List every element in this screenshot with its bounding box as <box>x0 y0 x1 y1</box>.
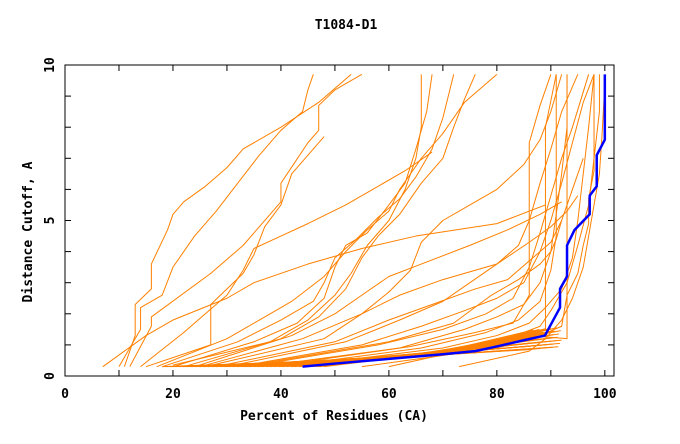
x-tick-label: 20 <box>165 387 181 402</box>
model-line <box>172 74 433 368</box>
highlighted-model-line <box>302 74 607 368</box>
model-line <box>183 74 476 368</box>
model-line <box>243 220 563 368</box>
model-line <box>140 151 433 368</box>
x-tick-label: 0 <box>61 387 69 402</box>
y-axis-label: Distance Cutoff, A <box>21 161 36 302</box>
model-line <box>194 201 562 368</box>
model-line <box>270 74 552 368</box>
model-line <box>388 74 568 368</box>
model-line <box>226 74 579 368</box>
model-line <box>102 204 546 368</box>
model-line <box>118 74 314 367</box>
model-line <box>237 74 595 368</box>
y-tick-label: 0 <box>43 372 58 380</box>
model-line <box>172 74 422 366</box>
model-line <box>216 158 584 368</box>
chart-title: T1084-D1 <box>315 18 378 33</box>
x-tick-label: 40 <box>273 387 289 402</box>
model-line <box>259 74 568 368</box>
model-line <box>291 74 595 368</box>
x-tick-label: 60 <box>381 387 397 402</box>
model-line <box>248 74 590 368</box>
x-axis-label: Percent of Residues (CA) <box>240 409 428 424</box>
model-line <box>145 136 325 368</box>
model-line <box>123 73 352 367</box>
model-line <box>318 74 557 368</box>
y-tick-label: 10 <box>43 57 58 73</box>
x-tick-label: 80 <box>489 387 505 402</box>
model-line <box>205 74 563 368</box>
model-line <box>199 195 579 368</box>
model-line <box>129 73 363 367</box>
model-line <box>280 74 557 368</box>
x-tick-label: 100 <box>593 387 617 402</box>
model-line <box>156 73 498 368</box>
model-line <box>458 83 606 368</box>
y-tick-label: 5 <box>43 217 58 225</box>
